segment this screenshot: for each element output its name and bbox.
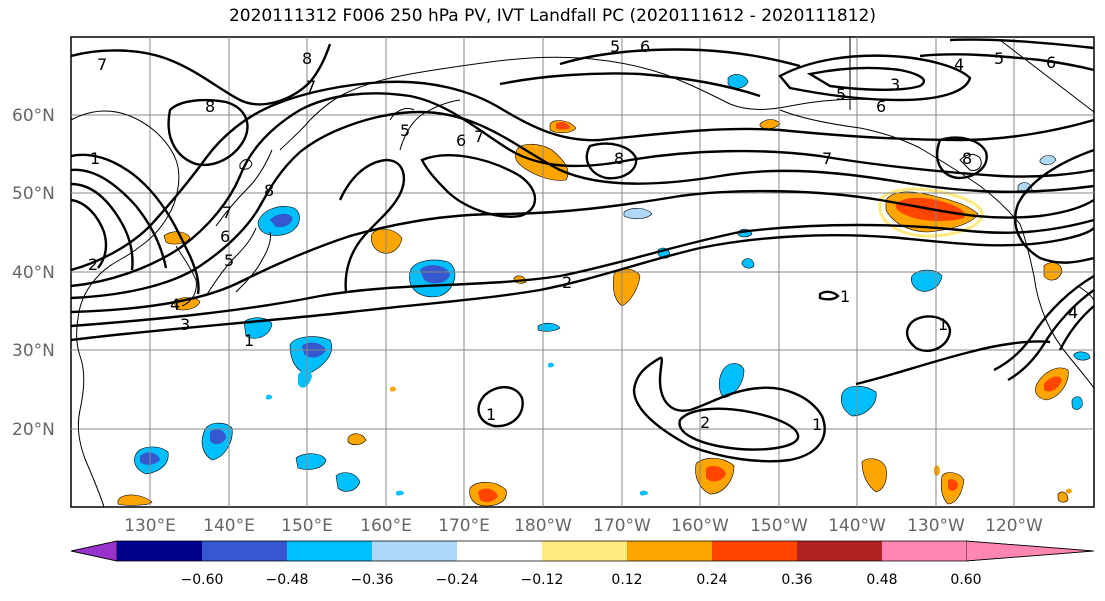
contour-label: 8 xyxy=(962,149,972,168)
contour-label: 8 xyxy=(302,49,312,68)
colorbar-bin xyxy=(882,541,966,561)
contour-label: 2 xyxy=(700,413,710,432)
latitude-labels: 60°N 50°N 40°N 30°N 20°N xyxy=(12,106,55,440)
contour-label: 6 xyxy=(640,37,650,56)
contour-label: 1 xyxy=(90,149,100,168)
contour-label: 7 xyxy=(474,127,484,146)
contour-label: 8 xyxy=(264,181,274,200)
contour-label: 1 xyxy=(840,287,850,306)
colorbar-tick-label: −0.12 xyxy=(521,572,564,588)
colorbar-bin xyxy=(287,541,372,561)
lat-label: 40°N xyxy=(12,263,55,283)
lon-label: 170°E xyxy=(438,516,490,536)
contour-label: 2 xyxy=(88,255,98,274)
contour-label: 7 xyxy=(822,149,832,168)
contour-label: 1 xyxy=(486,405,496,424)
coastlines xyxy=(70,37,1095,508)
colorbar-bin xyxy=(202,541,287,561)
lon-label: 140°W xyxy=(828,516,886,536)
lon-label: 160°E xyxy=(360,516,412,536)
lat-label: 50°N xyxy=(12,184,55,204)
colorbar-tick-label: 0.60 xyxy=(950,572,981,588)
contour-labels: 7 8 7 8 6 5 5 6 7 1 2 1 8 7 6 5 4 3 8 2 … xyxy=(88,37,1078,434)
colorbar-ticks: −0.60 −0.48 −0.36 −0.24 −0.12 0.12 0.24 … xyxy=(181,572,982,588)
colorbar: −0.60 −0.48 −0.36 −0.24 −0.12 0.12 0.24 … xyxy=(70,540,1095,588)
graticule xyxy=(71,37,1094,507)
contour-label: 8 xyxy=(205,97,215,116)
pv-contours xyxy=(70,38,1095,463)
colorbar-bin xyxy=(457,541,542,561)
contour-label: 4 xyxy=(170,295,180,314)
lon-label: 160°W xyxy=(671,516,729,536)
contour-label: 7 xyxy=(222,203,232,222)
colorbar-tick-label: 0.48 xyxy=(866,572,897,588)
contour-label: 1 xyxy=(812,415,822,434)
blob-neg-150e-15n xyxy=(295,453,327,470)
contour-label: 5 xyxy=(400,121,410,140)
colorbar-tick-label: 0.36 xyxy=(781,572,812,588)
colorbar-tick-label: 0.24 xyxy=(696,572,727,588)
map-panel: 7 8 7 8 6 5 5 6 7 1 2 1 8 7 6 5 4 3 8 2 … xyxy=(70,36,1095,508)
contour-label: 4 xyxy=(1068,303,1078,322)
lon-label: 150°E xyxy=(281,516,333,536)
contour-label: 6 xyxy=(876,97,886,116)
contour-label: 5 xyxy=(610,37,620,56)
contour-label: 4 xyxy=(954,55,964,74)
colorbar-tick-label: −0.24 xyxy=(436,572,479,588)
contour-label: 7 xyxy=(306,77,316,96)
contour-label: 5 xyxy=(994,49,1004,68)
contour-label: 8 xyxy=(614,149,624,168)
colorbar-bin xyxy=(712,541,797,561)
colorbar-outline xyxy=(70,540,1095,562)
colorbar-tick-label: −0.48 xyxy=(266,572,309,588)
lon-label: 130°W xyxy=(907,516,965,536)
contour-label: 5 xyxy=(224,251,234,270)
colorbar-bin xyxy=(372,541,457,561)
contour-label: 2 xyxy=(562,273,572,292)
map-title: 2020111312 F006 250 hPa PV, IVT Landfall… xyxy=(228,6,876,26)
lat-label: 20°N xyxy=(12,420,55,440)
contour-label: 5 xyxy=(836,85,846,104)
lon-label: 180°W xyxy=(514,516,572,536)
colorbar-tick-label: −0.36 xyxy=(351,572,394,588)
lat-label: 60°N xyxy=(12,106,55,126)
contour-label: 7 xyxy=(97,55,107,74)
lat-label: 30°N xyxy=(12,341,55,361)
contour-label: 3 xyxy=(890,75,900,94)
lon-label: 150°W xyxy=(750,516,808,536)
contour-label: 6 xyxy=(1046,53,1056,72)
colorbar-bin xyxy=(627,541,712,561)
lon-label: 140°E xyxy=(203,516,255,536)
contour-label: 3 xyxy=(180,315,190,334)
contour-label: 1 xyxy=(938,315,948,334)
colorbar-bin xyxy=(797,541,882,561)
contour-label: 6 xyxy=(220,227,230,246)
colorbar-bin xyxy=(117,541,202,561)
colorbar-tick-label: −0.60 xyxy=(181,572,224,588)
lon-label: 130°E xyxy=(124,516,176,536)
colorbar-extend-high xyxy=(965,540,1095,562)
colorbar-tick-label: 0.12 xyxy=(611,572,642,588)
colorbar-extend-low xyxy=(70,540,118,562)
lon-label: 170°W xyxy=(593,516,651,536)
colorbar-bin xyxy=(542,541,627,561)
contour-label: 6 xyxy=(456,131,466,150)
longitude-labels: 130°E 140°E 150°E 160°E 170°E 180°W 170°… xyxy=(124,516,1043,536)
lon-label: 120°W xyxy=(985,516,1043,536)
contour-label: 1 xyxy=(244,331,254,350)
